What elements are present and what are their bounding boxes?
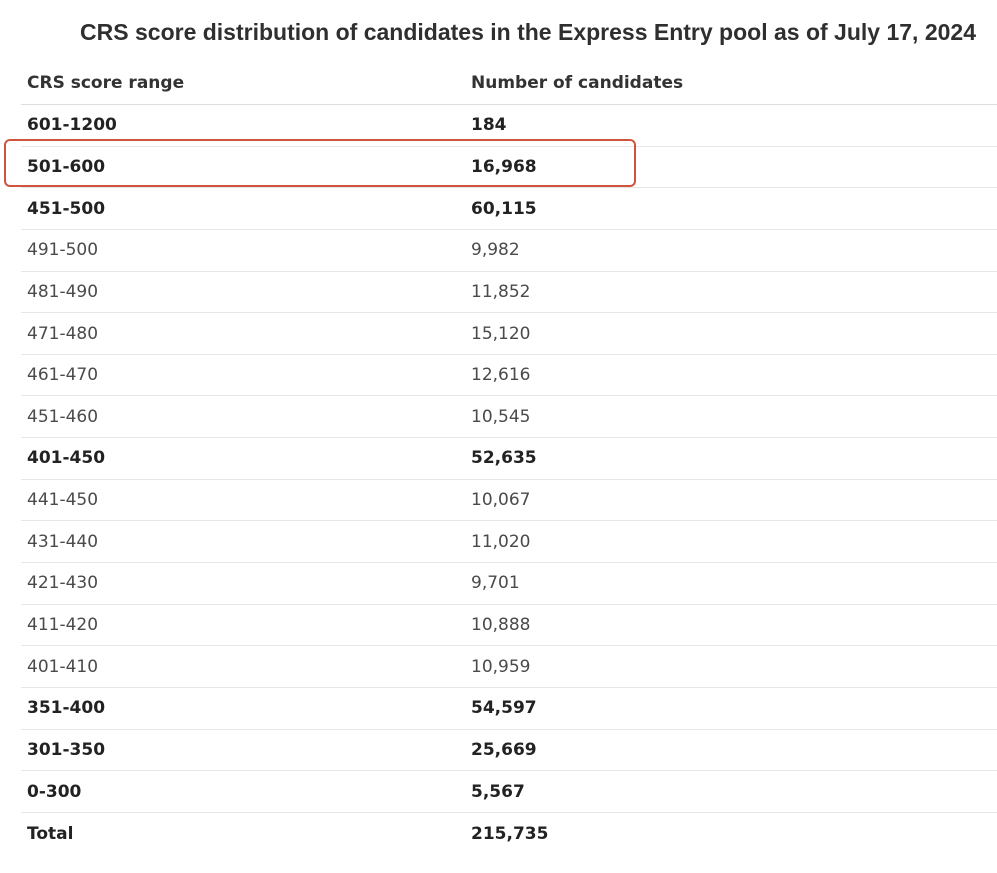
candidate-count-cell: 12,616 bbox=[471, 365, 531, 386]
table-row: 0-300 5,567 bbox=[21, 771, 997, 813]
table-row: 351-400 54,597 bbox=[21, 688, 997, 730]
candidate-count-cell: 215,735 bbox=[471, 823, 549, 844]
highlight-box bbox=[4, 139, 636, 187]
crs-range-cell: 451-500 bbox=[27, 198, 106, 219]
table-row: 461-470 12,616 bbox=[21, 355, 997, 397]
crs-range-cell: 491-500 bbox=[27, 240, 99, 261]
crs-range-cell: 471-480 bbox=[27, 323, 99, 344]
crs-range-cell: 401-450 bbox=[27, 448, 106, 469]
candidate-count-cell: 9,701 bbox=[471, 573, 520, 594]
crs-distribution-table: CRS score range Number of candidates 601… bbox=[21, 62, 997, 855]
table-row: 481-490 11,852 bbox=[21, 272, 997, 314]
table-body: 601-1200 184 501-600 16,968 451-500 60,115 491… bbox=[21, 105, 997, 855]
crs-range-cell: 0-300 bbox=[27, 781, 82, 802]
candidate-count-cell: 10,959 bbox=[471, 656, 531, 677]
candidate-count-cell: 54,597 bbox=[471, 698, 537, 719]
candidate-count-cell: 60,115 bbox=[471, 198, 537, 219]
table-total-row: Total 215,735 bbox=[21, 813, 997, 855]
candidate-count-cell: 10,888 bbox=[471, 615, 531, 635]
candidate-count-cell: 11,852 bbox=[471, 281, 531, 302]
crs-range-cell: 601-1200 bbox=[27, 115, 117, 136]
candidate-count-cell: 10,545 bbox=[471, 406, 531, 427]
table-row: 491-500 9,982 bbox=[21, 230, 997, 272]
candidate-count-cell: 15,120 bbox=[471, 323, 531, 344]
crs-range-cell: Total bbox=[27, 823, 74, 844]
crs-range-cell: 431-440 bbox=[27, 531, 99, 552]
table-row: 451-500 60,115 bbox=[21, 188, 997, 230]
crs-range-cell: 301-350 bbox=[27, 739, 106, 760]
table-row: 411-420 10,888 bbox=[21, 605, 997, 647]
candidate-count-cell: 25,669 bbox=[471, 739, 537, 760]
table-row: 421-430 9,701 bbox=[21, 563, 997, 605]
table-header-row: CRS score range Number of candidates bbox=[21, 62, 997, 105]
table-title: CRS score distribution of candidates in … bbox=[80, 19, 976, 45]
candidate-count-cell: 10,067 bbox=[471, 490, 531, 511]
crs-range-cell: 351-400 bbox=[27, 698, 106, 719]
table-row: 601-1200 184 bbox=[21, 105, 997, 147]
crs-range-cell: 421-430 bbox=[27, 573, 99, 594]
candidate-count-cell: 16,968 bbox=[471, 156, 537, 177]
crs-range-cell: 451-460 bbox=[27, 406, 99, 427]
table-row: 501-600 16,968 bbox=[21, 147, 997, 189]
candidate-count-cell: 5,567 bbox=[471, 781, 525, 802]
table-row: 451-460 10,545 bbox=[21, 396, 997, 439]
header-number-of-candidates: Number of candidates bbox=[471, 73, 684, 93]
crs-range-cell: 441-450 bbox=[27, 490, 99, 511]
table-row: 441-450 10,067 bbox=[21, 480, 997, 522]
candidate-count-cell: 52,635 bbox=[471, 448, 537, 469]
candidate-count-cell: 11,020 bbox=[471, 531, 531, 552]
table-row: 301-350 25,669 bbox=[21, 730, 997, 772]
candidate-count-cell: 9,982 bbox=[471, 240, 520, 261]
crs-range-cell: 481-490 bbox=[27, 281, 99, 302]
table-row: 401-450 52,635 bbox=[21, 438, 997, 480]
table-row: 431-440 11,020 bbox=[21, 521, 997, 564]
header-crs-score-range: CRS score range bbox=[27, 73, 185, 93]
table-row: 401-410 10,959 bbox=[21, 646, 997, 688]
table-row: 471-480 15,120 bbox=[21, 313, 997, 355]
crs-range-cell: 401-410 bbox=[27, 656, 99, 677]
crs-range-cell: 501-600 bbox=[27, 156, 106, 177]
candidate-count-cell: 184 bbox=[471, 115, 507, 136]
crs-range-cell: 461-470 bbox=[27, 365, 99, 386]
crs-range-cell: 411-420 bbox=[27, 615, 99, 635]
